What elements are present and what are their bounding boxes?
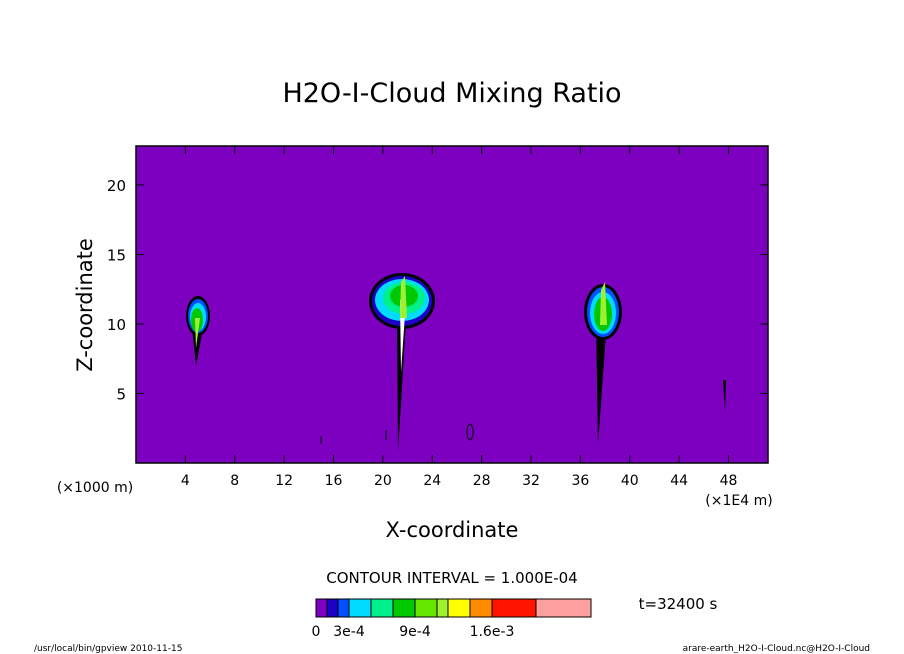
x-tick-label: 24	[423, 473, 441, 489]
y-axis-title: Z-coordinate	[73, 238, 97, 372]
y-tick-label: 20	[107, 177, 126, 195]
x-tick-label: 16	[325, 473, 343, 489]
plot-frame	[135, 145, 769, 464]
contour-fill	[195, 318, 200, 348]
plot-area	[136, 146, 768, 463]
x-unit-label: (×1E4 m)	[705, 493, 772, 509]
colorbar-tick-label: 1.6e-3	[470, 624, 515, 640]
x-tick-label: 8	[230, 473, 239, 489]
contour-line	[466, 423, 474, 441]
x-tick-label: 20	[374, 473, 392, 489]
x-tick-label: 4	[181, 473, 190, 489]
contour-line	[723, 380, 726, 413]
x-axis-title: X-coordinate	[386, 518, 519, 542]
contour-interval: CONTOUR INTERVAL = 1.000E-04	[326, 569, 577, 587]
colorbar-box	[370, 598, 394, 618]
colorbar-box	[337, 598, 350, 618]
chart-title: H2O-I-Cloud Mixing Ratio	[282, 78, 621, 109]
colorbar-tick-label: 9e-4	[399, 624, 431, 640]
colorbar-box	[469, 598, 493, 618]
colorbar-box	[392, 598, 416, 618]
x-tick-label: 12	[275, 473, 293, 489]
footer-left: /usr/local/bin/gpview 2010-11-15	[34, 644, 182, 654]
x-tick-label: 44	[670, 473, 688, 489]
x-tick-label: 36	[571, 473, 589, 489]
colorbar-box	[491, 598, 537, 618]
colorbar-box	[436, 598, 449, 618]
x-tick-label: 28	[473, 473, 491, 489]
y-tick-label: 15	[107, 246, 126, 264]
y-tick-label: 10	[107, 316, 126, 334]
y-tick-label: 5	[116, 385, 126, 403]
x-tick-label: 40	[621, 473, 639, 489]
colorbar-box	[414, 598, 438, 618]
colorbar-box	[348, 598, 372, 618]
x-unit-label: (×1000 m)	[57, 480, 133, 496]
contour-fill	[400, 276, 407, 318]
colorbar-box	[535, 598, 592, 618]
colorbar-box	[326, 598, 339, 618]
contour-features	[186, 273, 726, 452]
cloud-stem	[596, 320, 607, 445]
cloud-stem	[397, 305, 407, 452]
colorbar-tick-label: 0	[312, 624, 321, 640]
contour-fill	[600, 282, 607, 325]
colorbar-box	[315, 598, 328, 618]
colorbar-tick-label: 3e-4	[333, 624, 365, 640]
x-tick-label: 32	[522, 473, 540, 489]
footer-right: arare-earth_H2O-I-Cloud.nc@H2O-I-Cloud	[683, 644, 870, 654]
time-label: t=32400 s	[639, 595, 718, 613]
colorbar-box	[447, 598, 471, 618]
x-tick-label: 48	[720, 473, 738, 489]
